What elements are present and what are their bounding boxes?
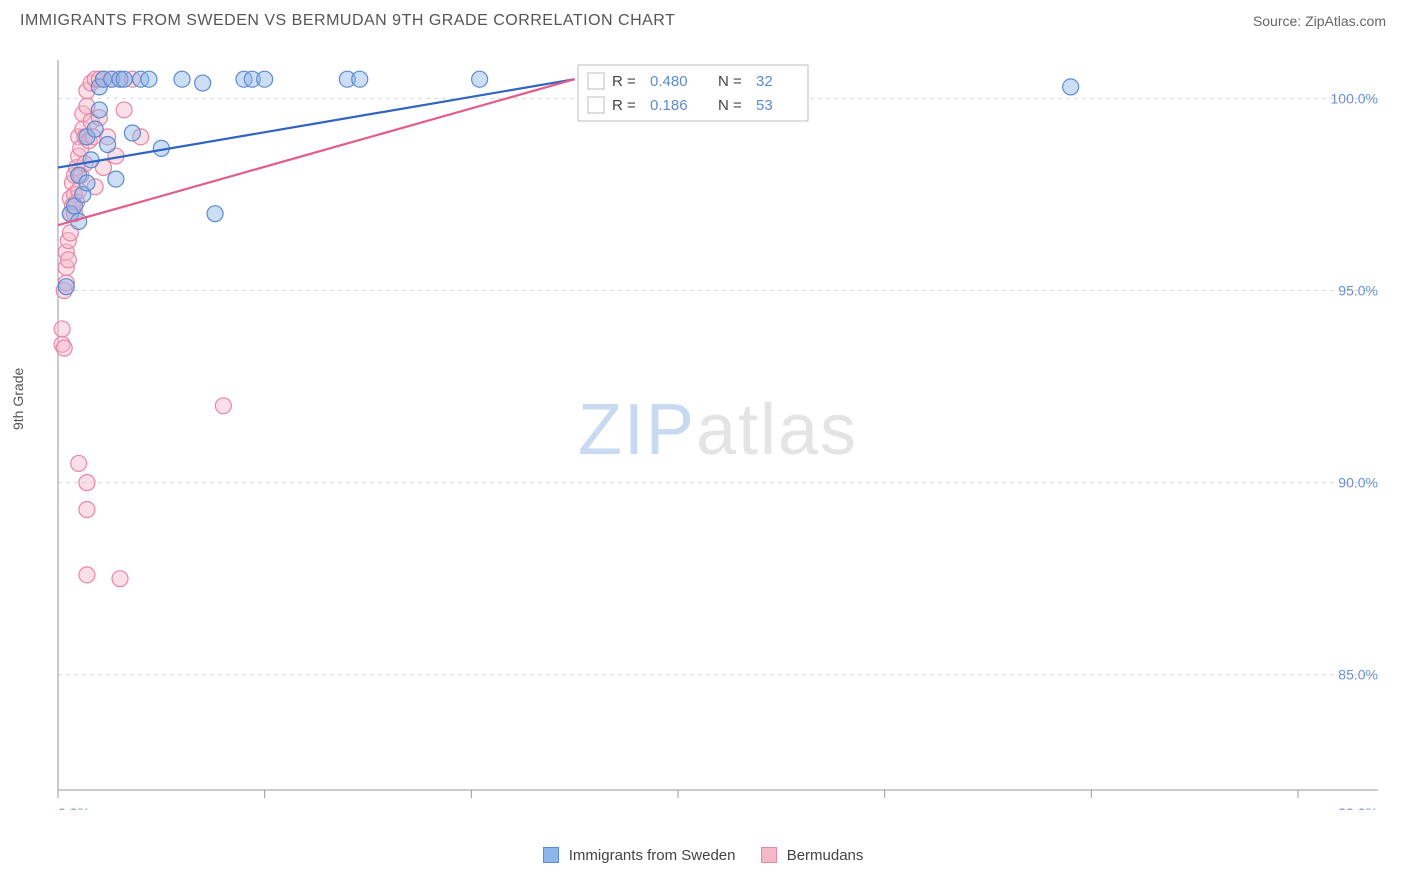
legend-swatch-sweden: [543, 847, 559, 863]
y-axis-label: 9th Grade: [10, 368, 26, 430]
axes: [58, 60, 1378, 798]
legend-label-bermudans: Bermudans: [787, 847, 864, 864]
x-tick-labels: 0.0% 30.0%: [58, 805, 1378, 810]
chart-title: IMMIGRANTS FROM SWEDEN VS BERMUDAN 9TH G…: [20, 12, 675, 30]
legend-label-sweden: Immigrants from Sweden: [569, 847, 736, 864]
chart-area: ZIPatlas 85.0%90.0%95.0%100.0% 0.0%30.0%…: [48, 50, 1388, 810]
svg-text:85.0%: 85.0%: [1338, 667, 1378, 683]
svg-text:0.0%: 0.0%: [58, 805, 90, 810]
svg-text:100.0%: 100.0%: [1331, 90, 1378, 106]
svg-text:0.480: 0.480: [650, 73, 688, 90]
svg-text:R =: R =: [612, 97, 636, 114]
svg-text:R =: R =: [612, 73, 636, 90]
chart-source: Source: ZipAtlas.com: [1253, 13, 1386, 29]
gridlines: [58, 98, 1378, 674]
svg-text:N =: N =: [718, 73, 742, 90]
svg-text:32: 32: [756, 73, 773, 90]
svg-text:N =: N =: [718, 97, 742, 114]
source-link[interactable]: ZipAtlas.com: [1305, 13, 1386, 29]
stats-legend-box: R = 0.480 N = 32 R = 0.186 N = 53: [578, 65, 808, 121]
scatter-chart: 85.0% 90.0% 95.0% 100.0% 0.0% 30.0% R = 0.480…: [48, 50, 1388, 810]
series-bermudans-points: [54, 71, 231, 586]
trend-lines: [58, 79, 575, 225]
svg-text:53: 53: [756, 97, 773, 114]
source-label: Source:: [1253, 13, 1301, 29]
chart-header: IMMIGRANTS FROM SWEDEN VS BERMUDAN 9TH G…: [0, 0, 1406, 36]
svg-text:30.0%: 30.0%: [1338, 805, 1378, 810]
y-tick-labels: 85.0% 90.0% 95.0% 100.0%: [1331, 90, 1378, 682]
legend-swatch-bermudans: [761, 847, 777, 863]
svg-text:95.0%: 95.0%: [1338, 283, 1378, 299]
svg-text:90.0%: 90.0%: [1338, 475, 1378, 491]
bottom-legend: Immigrants from Sweden Bermudans: [0, 847, 1406, 864]
svg-text:0.186: 0.186: [650, 97, 688, 114]
